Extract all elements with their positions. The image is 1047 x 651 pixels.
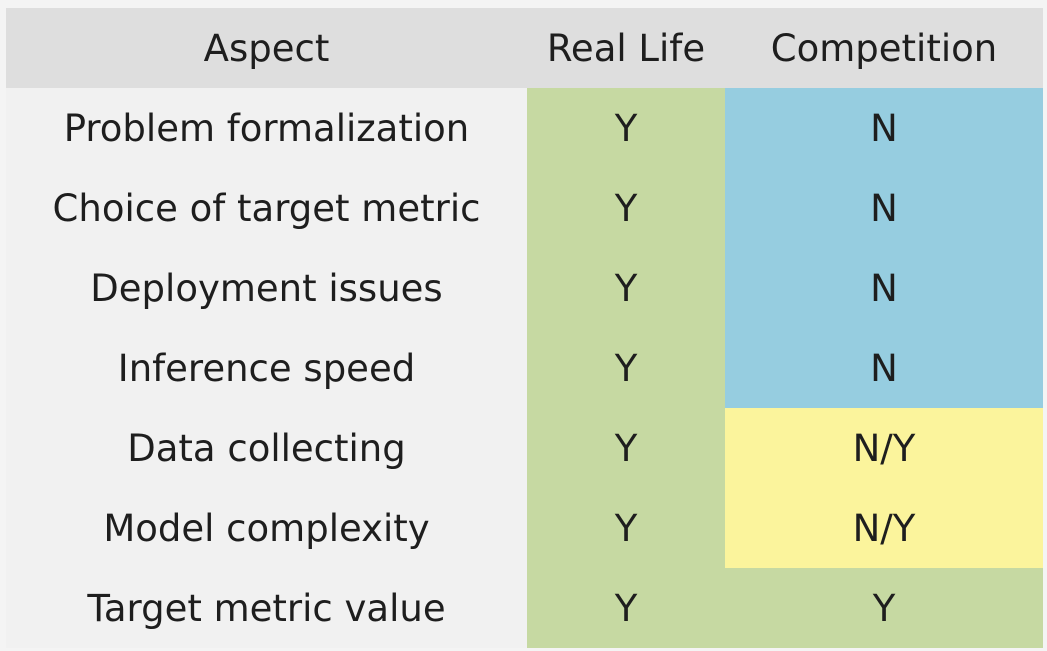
header-cell: Aspect [6,8,527,88]
real-life-cell: Y [527,488,725,568]
aspect-cell: Target metric value [6,568,527,648]
competition-cell: Y [725,568,1043,648]
competition-cell: N/Y [725,488,1043,568]
competition-cell: N [725,248,1043,328]
real-life-cell: Y [527,328,725,408]
header-cell: Real Life [527,8,725,88]
aspect-cell: Model complexity [6,488,527,568]
real-life-cell: Y [527,408,725,488]
aspect-cell: Inference speed [6,328,527,408]
competition-cell: N [725,168,1043,248]
real-life-cell: Y [527,168,725,248]
comparison-table: Aspect Real Life Competition Problem for… [6,8,1043,648]
header-cell: Competition [725,8,1043,88]
aspect-cell: Choice of target metric [6,168,527,248]
real-life-cell: Y [527,88,725,168]
competition-cell: N/Y [725,408,1043,488]
real-life-cell: Y [527,248,725,328]
aspect-cell: Problem formalization [6,88,527,168]
aspect-cell: Deployment issues [6,248,527,328]
competition-cell: N [725,88,1043,168]
competition-cell: N [725,328,1043,408]
real-life-cell: Y [527,568,725,648]
aspect-cell: Data collecting [6,408,527,488]
